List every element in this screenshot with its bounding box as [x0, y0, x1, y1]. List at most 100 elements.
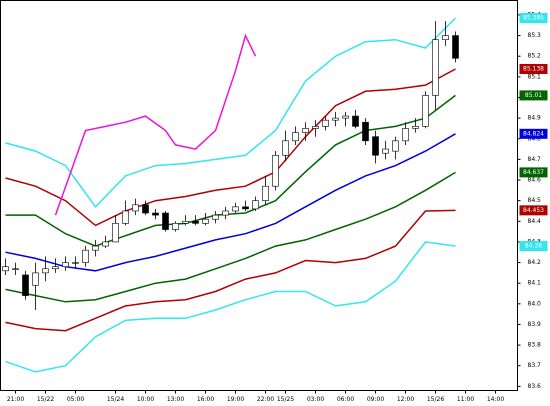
y-tick-label: 84.2 — [528, 259, 542, 266]
candle-body — [442, 35, 449, 41]
candle-body — [52, 266, 59, 270]
candle-body — [192, 220, 199, 224]
x-tick-label: 05:00 — [67, 396, 84, 403]
y-tick-label: 83.7 — [528, 362, 542, 369]
x-tick-label: 15/26 — [427, 396, 444, 403]
candle-body — [202, 218, 209, 224]
x-tick-label: 03:00 — [307, 396, 324, 403]
candle-body — [112, 223, 119, 243]
candle-body — [172, 223, 179, 230]
band-line — [5, 94, 456, 247]
candle-body — [422, 95, 429, 127]
candle-body — [222, 210, 229, 216]
candle-body — [452, 35, 459, 59]
candle-body — [62, 262, 69, 267]
x-tick-label: 22:00 — [257, 396, 274, 403]
x-tick-label: 21:00 — [7, 396, 24, 403]
candle-body — [322, 119, 329, 127]
y-tick-label: 84.4 — [528, 218, 542, 225]
candle-body — [182, 220, 189, 224]
band-line — [5, 241, 456, 373]
candle-body — [392, 140, 399, 152]
candle-body — [22, 274, 29, 296]
candle-body — [42, 268, 49, 274]
band-line — [5, 209, 456, 332]
candle-body — [32, 272, 39, 286]
candle-body — [432, 39, 439, 96]
candle-body — [292, 132, 299, 142]
x-tick-label: 15/22 — [37, 396, 54, 403]
plot-frame — [0, 0, 518, 391]
y-tick-label: 83.6 — [528, 383, 542, 390]
y-tick-label: 85.3 — [528, 32, 542, 39]
x-tick-label: 11:00 — [457, 396, 474, 403]
candle-body — [12, 268, 19, 270]
y-tick-label: 84.7 — [528, 156, 542, 163]
last-value-box — [519, 90, 548, 101]
last-value-label: 84.28 — [525, 243, 542, 250]
y-tick-label: 84.0 — [528, 300, 542, 307]
candle-body — [142, 204, 149, 214]
candle-body — [362, 121, 369, 142]
candle-body — [302, 128, 309, 133]
candle-body — [282, 140, 289, 156]
x-tick-label: 14:00 — [487, 396, 504, 403]
x-tick-label: 13:00 — [167, 396, 184, 403]
band-line — [5, 171, 456, 303]
candle-body — [332, 117, 339, 121]
band-line — [5, 68, 456, 227]
x-tick-label: 16:00 — [197, 396, 214, 403]
y-tick-label: 85.2 — [528, 53, 542, 60]
x-tick-label: 09:00 — [367, 396, 384, 403]
y-tick-label: 85.1 — [528, 73, 542, 80]
candle-body — [272, 154, 279, 187]
x-tick-label: 06:00 — [337, 396, 354, 403]
x-tick-label: 12:00 — [397, 396, 414, 403]
candle-body — [252, 200, 259, 210]
last-value-label: 84.637 — [523, 169, 544, 176]
band-line — [5, 133, 456, 272]
last-value-box — [519, 205, 548, 216]
last-value-box — [519, 241, 548, 252]
last-value-label: 85.01 — [525, 92, 542, 99]
last-value-box — [519, 128, 548, 139]
y-tick-label: 84.9 — [528, 115, 542, 122]
candle-body — [92, 245, 99, 251]
last-value-label: 85.138 — [523, 66, 544, 73]
candle-body — [312, 126, 319, 129]
x-tick-label: 15/25 — [277, 396, 294, 403]
x-tick-label: 15/24 — [107, 396, 124, 403]
x-tick-label: 19:00 — [227, 396, 244, 403]
last-value-box — [519, 167, 548, 178]
candle-body — [162, 212, 169, 230]
last-value-box — [519, 13, 548, 24]
x-tick-label: 10:00 — [137, 396, 154, 403]
band-line — [54, 33, 257, 216]
y-tick-label: 84.1 — [528, 280, 542, 287]
candle-body — [232, 206, 239, 212]
y-tick-label: 83.8 — [528, 342, 542, 349]
candle-body — [82, 249, 89, 263]
band-line — [5, 17, 457, 208]
candle-body — [342, 115, 349, 119]
candle-body — [212, 214, 219, 220]
candle-body — [72, 262, 79, 264]
last-value-box — [519, 64, 548, 75]
candle-body — [122, 210, 129, 224]
candle-body — [132, 204, 139, 212]
y-tick-label: 83.9 — [528, 321, 542, 328]
candle-body — [352, 115, 359, 127]
candle-body — [402, 128, 409, 142]
y-tick-label: 84.6 — [528, 177, 542, 184]
candle-body — [242, 206, 249, 210]
candle-body — [382, 148, 389, 154]
candle-body — [152, 212, 159, 216]
candle-body — [262, 185, 269, 201]
candle-body — [372, 136, 379, 156]
last-value-label: 84.453 — [523, 207, 544, 214]
last-value-label: 84.824 — [523, 130, 544, 137]
candle-body — [2, 266, 9, 272]
y-tick-label: 84.5 — [528, 197, 542, 204]
